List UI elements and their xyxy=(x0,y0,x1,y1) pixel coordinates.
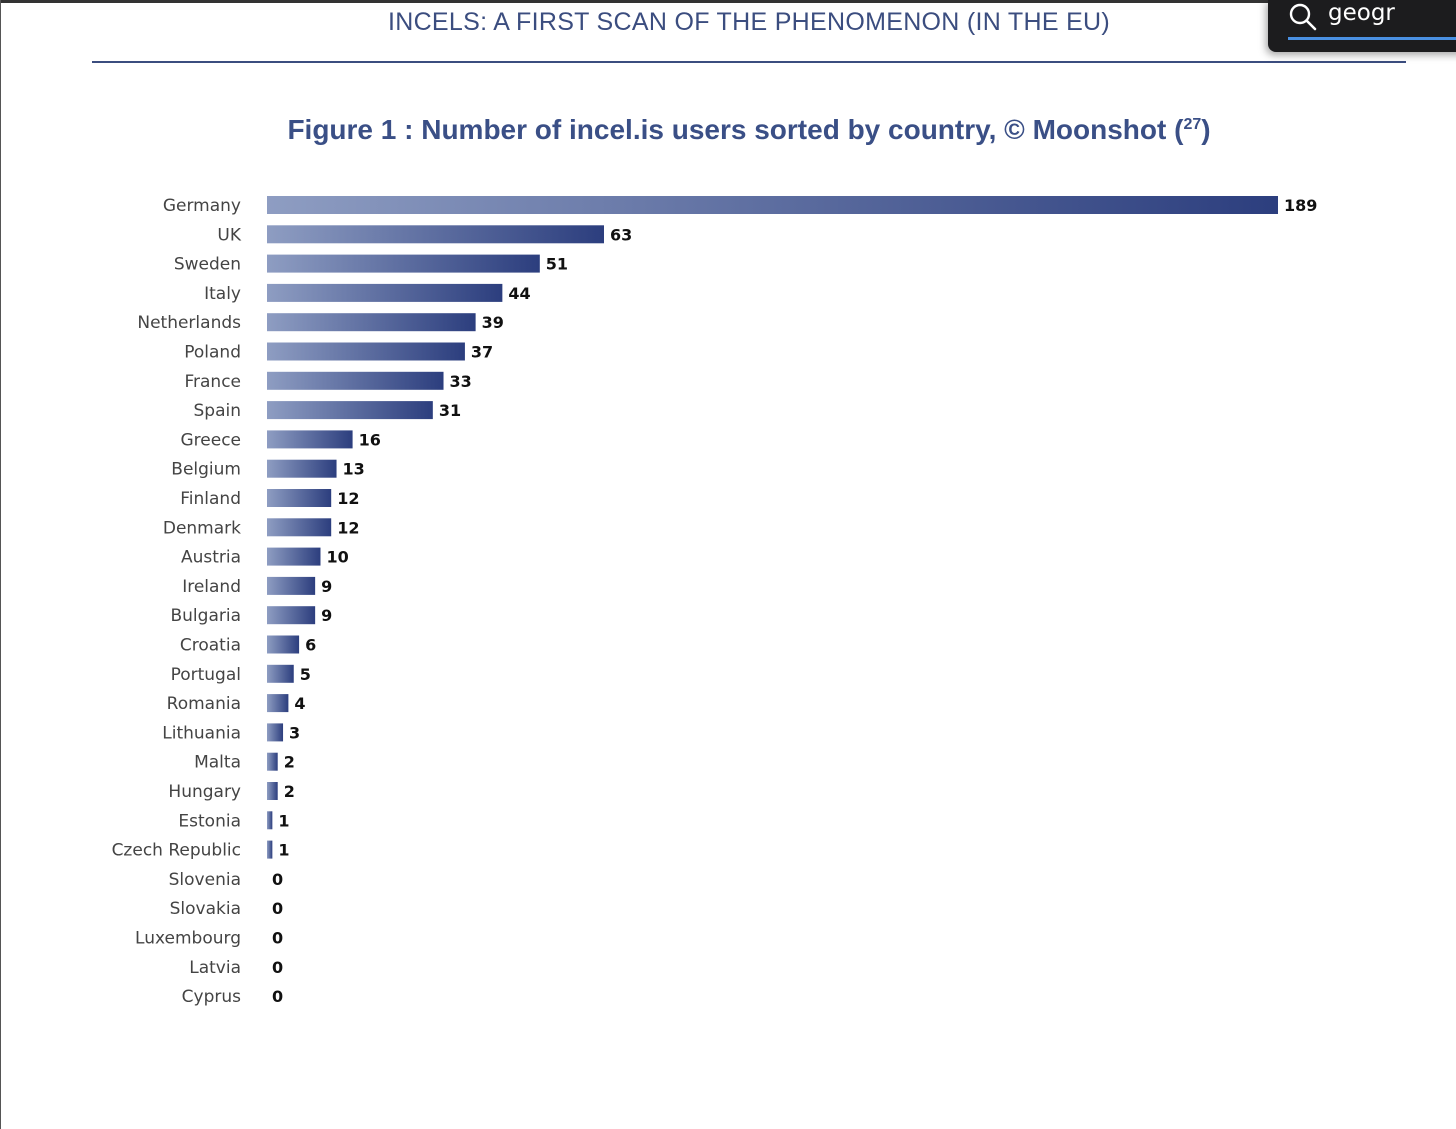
figure-title-text: Figure 1 : Number of incel.is users sort… xyxy=(287,114,1184,145)
value-label: 9 xyxy=(321,606,332,625)
value-label: 51 xyxy=(546,255,568,274)
category-label: Portugal xyxy=(171,665,241,685)
bar xyxy=(267,723,284,742)
value-label: 13 xyxy=(343,460,365,479)
value-label: 2 xyxy=(284,782,295,801)
category-label: Austria xyxy=(181,548,241,568)
value-label: 37 xyxy=(471,343,493,362)
value-label: 39 xyxy=(482,313,504,332)
value-label: 189 xyxy=(1284,196,1317,215)
bar xyxy=(267,283,503,302)
search-icon[interactable] xyxy=(1288,2,1318,32)
bar xyxy=(267,840,273,859)
category-label: Ireland xyxy=(182,577,241,597)
category-label: Germany xyxy=(163,196,241,216)
value-label: 4 xyxy=(294,694,305,713)
bar xyxy=(267,254,540,273)
value-label: 10 xyxy=(326,548,348,567)
value-label: 0 xyxy=(272,958,283,977)
value-label: 0 xyxy=(272,929,283,948)
figure-title-close: ) xyxy=(1201,114,1211,145)
figure-footnote-ref: 27 xyxy=(1183,116,1202,133)
value-label: 44 xyxy=(508,284,530,303)
bar xyxy=(267,225,604,244)
value-label: 12 xyxy=(337,518,359,537)
category-label: Luxembourg xyxy=(135,929,241,949)
category-label: Slovenia xyxy=(169,870,241,890)
bar xyxy=(267,196,1278,214)
category-label: Romania xyxy=(167,694,241,714)
bar xyxy=(267,664,294,683)
value-label: 0 xyxy=(272,870,283,889)
category-label: Italy xyxy=(204,284,241,304)
category-label: Bulgaria xyxy=(171,606,242,626)
category-label: Hungary xyxy=(168,782,241,802)
value-label: 16 xyxy=(359,430,381,449)
category-label: Czech Republic xyxy=(112,841,241,861)
bar xyxy=(267,342,465,361)
category-label: Sweden xyxy=(174,255,241,275)
value-label: 9 xyxy=(321,577,332,596)
value-label: 3 xyxy=(289,723,300,742)
bar xyxy=(267,782,278,800)
category-label: Lithuania xyxy=(162,723,241,743)
value-label: 1 xyxy=(278,841,289,860)
figure-title: Figure 1 : Number of incel.is users sort… xyxy=(0,114,1456,146)
category-label: Finland xyxy=(180,489,241,509)
window-left-edge xyxy=(0,0,1,1129)
category-label: Slovakia xyxy=(170,899,241,919)
category-label: Latvia xyxy=(189,958,241,978)
bar xyxy=(267,518,332,537)
value-label: 0 xyxy=(272,987,283,1006)
value-label: 5 xyxy=(300,665,311,684)
value-label: 1 xyxy=(278,811,289,830)
bar xyxy=(267,459,337,478)
category-label: Belgium xyxy=(171,460,241,480)
document-header-title: INCELS: A FIRST SCAN OF THE PHENOMENON (… xyxy=(387,8,1111,36)
search-box[interactable]: geogr xyxy=(1268,0,1456,52)
bar xyxy=(267,811,273,830)
bar xyxy=(267,401,433,420)
category-label: Malta xyxy=(194,753,241,773)
category-label: Cyprus xyxy=(182,987,241,1007)
category-label: Netherlands xyxy=(137,313,241,333)
search-focus-underline xyxy=(1288,37,1456,40)
bar xyxy=(267,635,300,654)
value-label: 31 xyxy=(439,401,461,420)
category-label: Greece xyxy=(180,430,241,450)
category-label: Denmark xyxy=(163,518,241,538)
bar xyxy=(267,694,289,713)
category-label: UK xyxy=(217,225,241,245)
window-top-edge xyxy=(0,0,1456,3)
value-label: 6 xyxy=(305,636,316,655)
category-label: Poland xyxy=(184,343,241,363)
value-label: 12 xyxy=(337,489,359,508)
value-label: 2 xyxy=(284,753,295,772)
bar xyxy=(267,576,316,595)
header-divider xyxy=(92,61,1406,63)
bar xyxy=(267,430,353,449)
value-label: 33 xyxy=(450,372,472,391)
bar xyxy=(267,606,316,625)
bar xyxy=(267,547,321,566)
bar xyxy=(267,752,278,771)
category-label: Croatia xyxy=(180,636,241,656)
category-label: Estonia xyxy=(178,811,241,831)
category-label: France xyxy=(184,372,241,392)
bar xyxy=(267,371,444,390)
category-label: Spain xyxy=(194,401,242,421)
search-input[interactable]: geogr xyxy=(1328,0,1395,26)
value-label: 63 xyxy=(610,225,632,244)
bar xyxy=(267,489,332,507)
bar xyxy=(267,313,476,332)
value-label: 0 xyxy=(272,899,283,918)
